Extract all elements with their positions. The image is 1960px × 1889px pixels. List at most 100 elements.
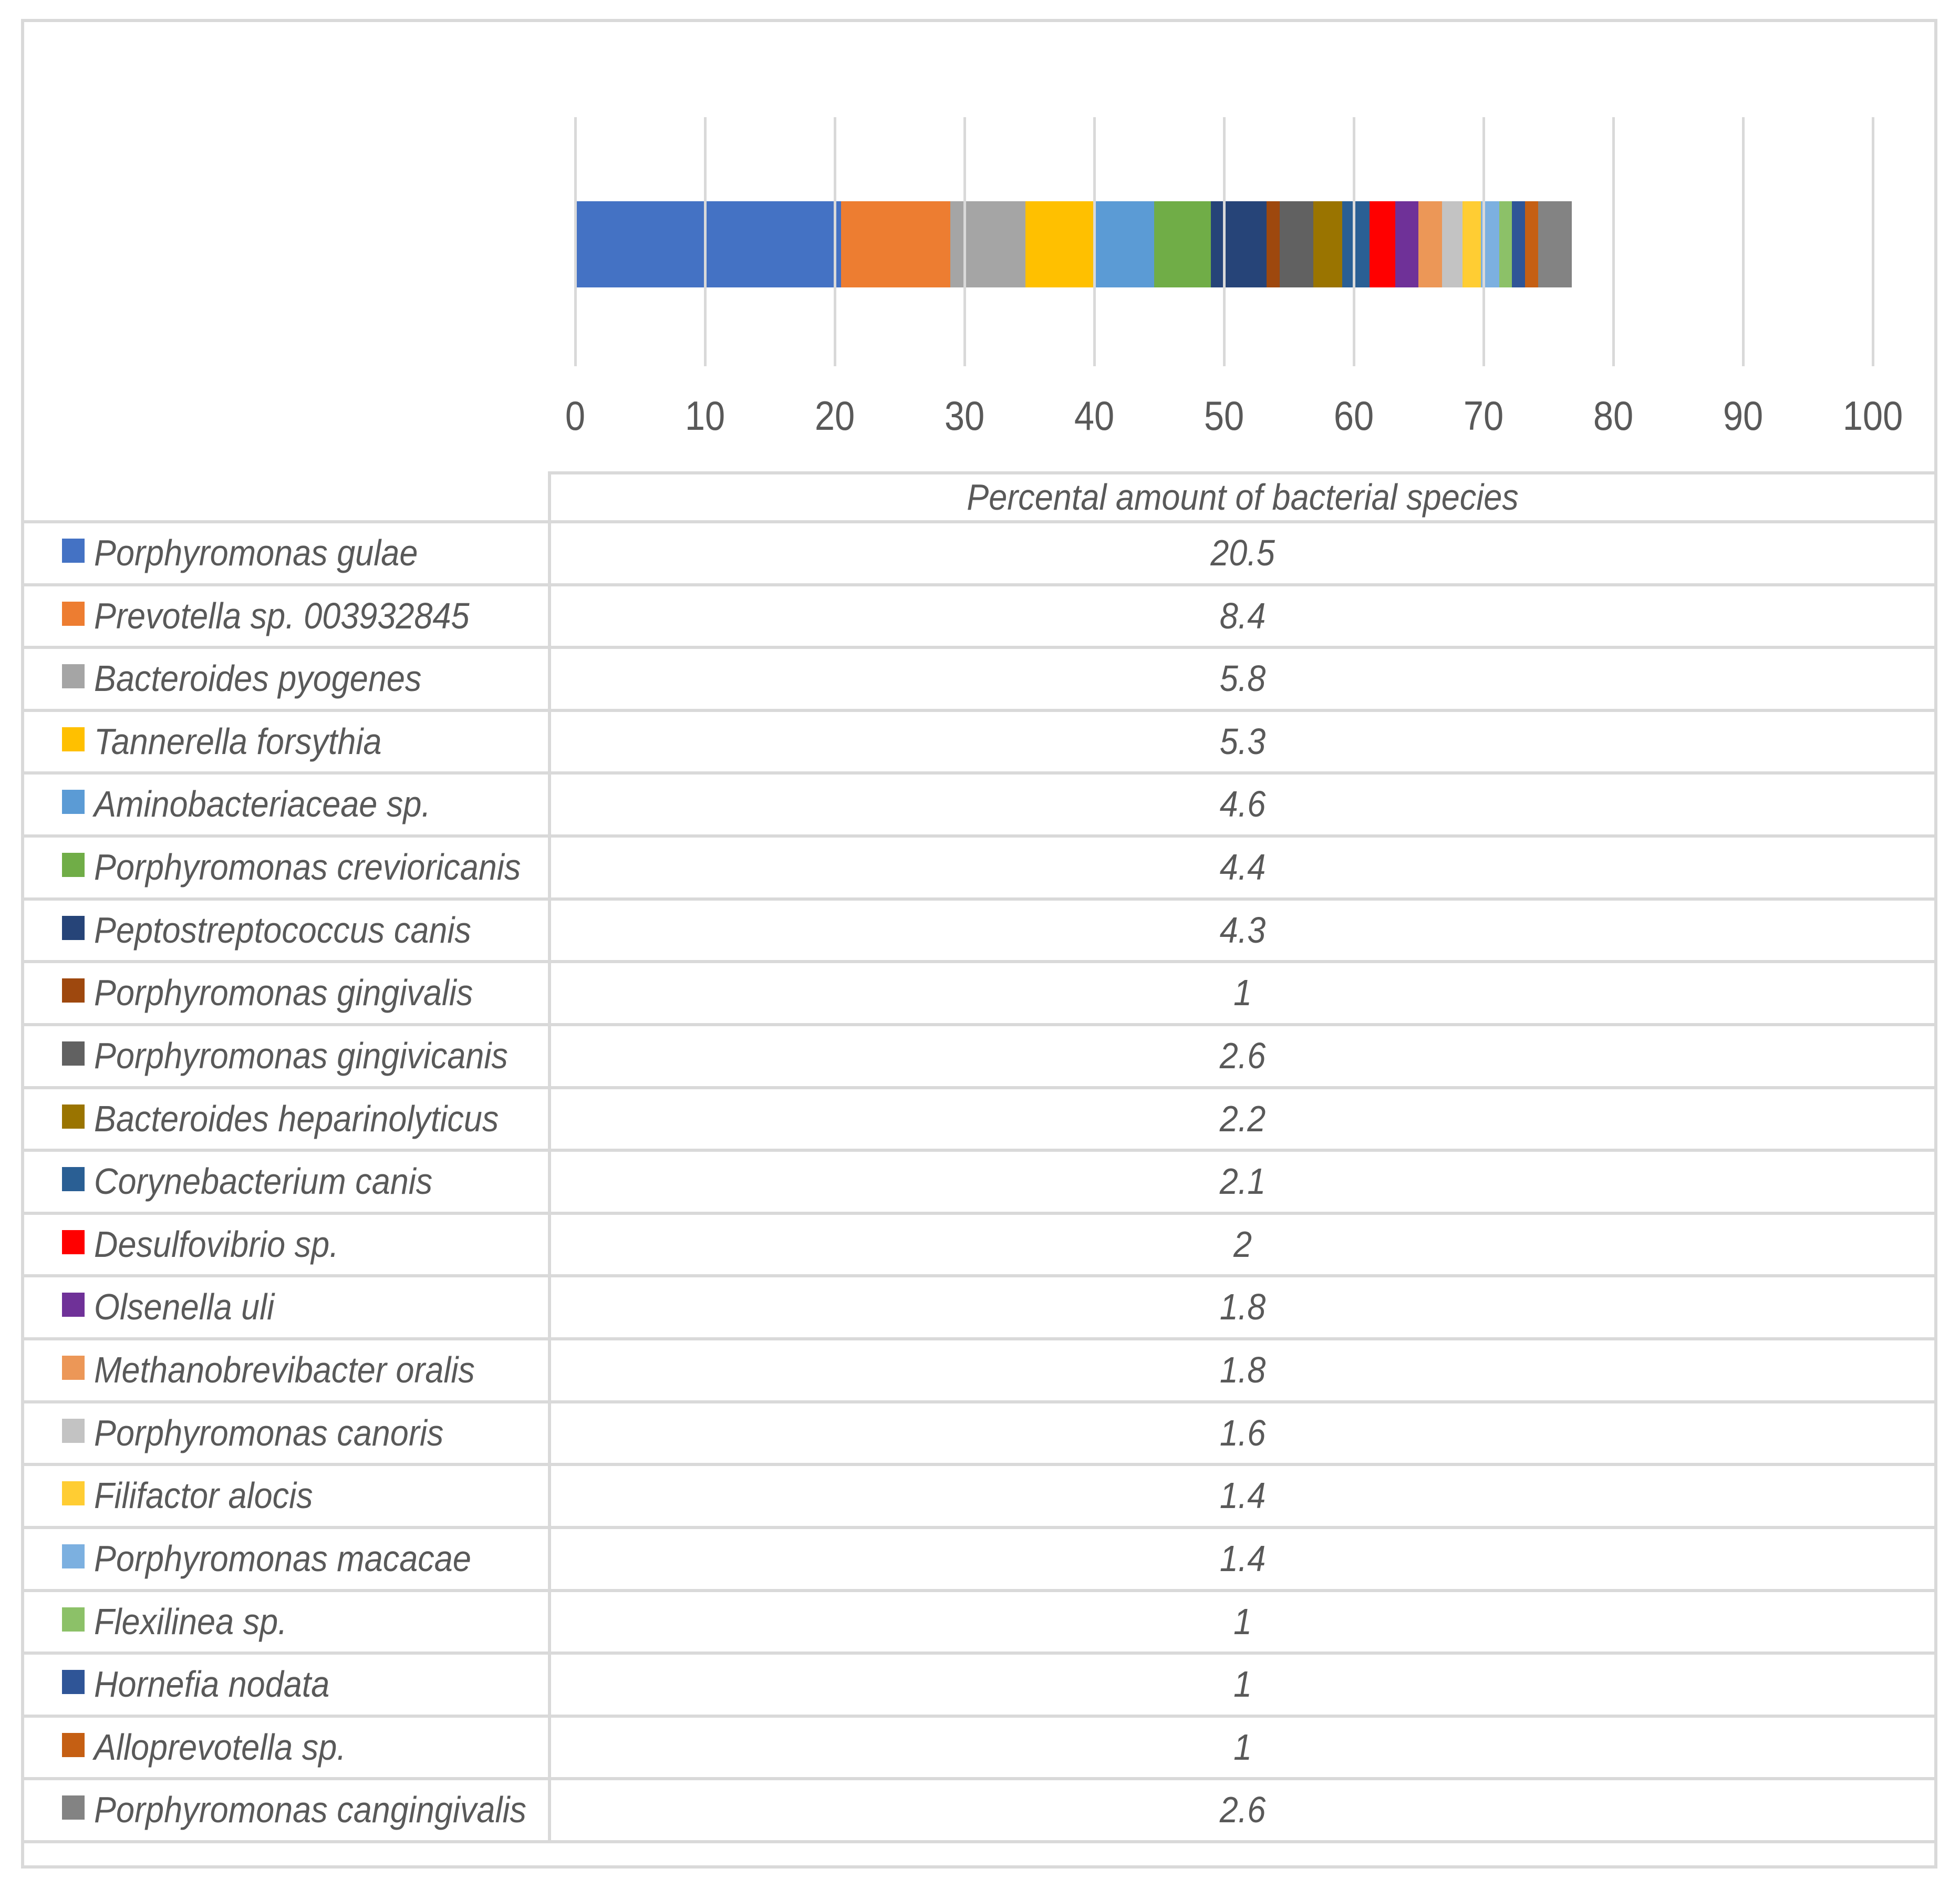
bar-segment-1 [575, 201, 842, 287]
series-name-label: Porphyromonas gulae [94, 532, 418, 573]
series-value: 8.4 [1219, 595, 1266, 636]
series-name-label: Peptostreptococcus canis [94, 909, 471, 951]
bar-segment-15 [1442, 201, 1463, 287]
bar-segment-11 [1342, 201, 1370, 287]
bar-segment-5 [1094, 201, 1154, 287]
legend-key-icon [62, 1041, 85, 1066]
legend-key-icon [62, 727, 85, 751]
table-row-border [24, 1714, 1934, 1718]
series-name-label: Aminobacteriaceae sp. [94, 783, 431, 825]
series-value: 1 [1233, 972, 1252, 1014]
legend-key-icon [62, 1230, 85, 1254]
legend-key-icon [62, 853, 85, 878]
bar-segment-2 [841, 201, 950, 287]
axis-tick-label: 90 [1723, 393, 1764, 439]
table-row-border [24, 897, 1934, 901]
table-row-border [24, 1337, 1934, 1341]
axis-tick-label: 40 [1074, 393, 1115, 439]
series-name-label: Filifactor alocis [94, 1475, 313, 1516]
table-row-border [24, 1086, 1934, 1089]
axis-tick-label: 30 [944, 393, 985, 439]
gridline [1353, 117, 1355, 366]
legend-key-icon [62, 915, 85, 940]
series-value: 1 [1233, 1664, 1252, 1705]
table-row-border [24, 1149, 1934, 1152]
series-name-label: Porphyromonas cangingivalis [94, 1789, 526, 1831]
table-row-border [24, 1463, 1934, 1467]
series-value: 2.6 [1219, 1035, 1266, 1076]
table-row-border [24, 1023, 1934, 1026]
series-value: 1 [1233, 1726, 1252, 1768]
series-name-label: Porphyromonas macacae [94, 1537, 471, 1579]
axis-tick-label: 20 [814, 393, 855, 439]
axis-tick-label: 80 [1593, 393, 1634, 439]
legend-key-icon [62, 1481, 85, 1506]
axis-tick-label: 50 [1204, 393, 1245, 439]
bar-segment-6 [1154, 201, 1211, 287]
series-name-label: Flexilinea sp. [94, 1601, 287, 1642]
table-column-divider [548, 471, 551, 1843]
axis-tick-label: 70 [1463, 393, 1504, 439]
series-value: 2.2 [1219, 1098, 1266, 1139]
series-value: 4.6 [1219, 783, 1266, 825]
table-row-border [24, 834, 1934, 838]
series-name-label: Porphyromonas crevioricanis [94, 847, 521, 888]
table-row-border [24, 1274, 1934, 1278]
legend-key-icon [62, 1293, 85, 1317]
table-row-border [24, 646, 1934, 649]
gridline [834, 117, 836, 366]
series-value: 5.3 [1219, 720, 1266, 762]
bar-segment-4 [1025, 201, 1094, 287]
series-name-label: Alloprevotella sp. [94, 1726, 346, 1768]
bar-segment-14 [1418, 201, 1442, 287]
bar-segment-16 [1463, 201, 1481, 287]
gridline [1612, 117, 1615, 366]
table-header-top-border [548, 471, 1934, 474]
bar-segment-7 [1211, 201, 1267, 287]
legend-key-icon [62, 1795, 85, 1820]
series-value: 2.6 [1219, 1789, 1266, 1831]
series-value: 20.5 [1210, 532, 1275, 573]
series-name-label: Porphyromonas gingivalis [94, 972, 473, 1014]
series-name-label: Prevotella sp. 003932845 [94, 595, 470, 636]
bar-segment-8 [1267, 201, 1280, 287]
axis-tick-label: 10 [685, 393, 725, 439]
bar-segment-21 [1538, 201, 1572, 287]
axis-tick-label: 0 [565, 393, 586, 439]
series-value: 1.4 [1219, 1537, 1266, 1579]
axis-tick-label: 60 [1333, 393, 1374, 439]
table-row-border [24, 960, 1934, 964]
series-value: 4.3 [1219, 909, 1266, 951]
legend-key-icon [62, 664, 85, 689]
bar-segment-9 [1280, 201, 1314, 287]
gridline [1742, 117, 1745, 366]
series-value: 5.8 [1219, 658, 1266, 699]
series-name-label: Porphyromonas canoris [94, 1412, 444, 1453]
legend-key-icon [62, 978, 85, 1003]
gridline [1872, 117, 1874, 366]
table-row-border [24, 1651, 1934, 1655]
legend-key-icon [62, 1607, 85, 1632]
series-value: 1.8 [1219, 1286, 1266, 1328]
gridline [1482, 117, 1485, 366]
series-name-label: Bacteroides heparinolyticus [94, 1098, 499, 1139]
series-value: 1.4 [1219, 1475, 1266, 1516]
table-row-border [24, 708, 1934, 712]
axis-tick-label: 100 [1842, 393, 1903, 439]
series-name-label: Bacteroides pyogenes [94, 658, 422, 699]
legend-key-icon [62, 1167, 85, 1192]
table-row-border [24, 1588, 1934, 1592]
bar-segment-12 [1369, 201, 1395, 287]
series-name-label: Porphyromonas gingivicanis [94, 1035, 508, 1076]
legend-key-icon [62, 601, 85, 626]
gridline [963, 117, 966, 366]
series-value: 1.6 [1219, 1412, 1266, 1453]
gridline [1223, 117, 1226, 366]
legend-key-icon [62, 790, 85, 814]
bar-segment-19 [1512, 201, 1525, 287]
table-row-border [24, 1211, 1934, 1215]
series-name-label: Tannerella forsythia [94, 720, 382, 762]
chart-frame: 0 10 20 30 40 50 60 70 80 90 100 Percental amount … [21, 19, 1937, 1869]
gridline [1093, 117, 1096, 366]
legend-key-icon [62, 1670, 85, 1695]
